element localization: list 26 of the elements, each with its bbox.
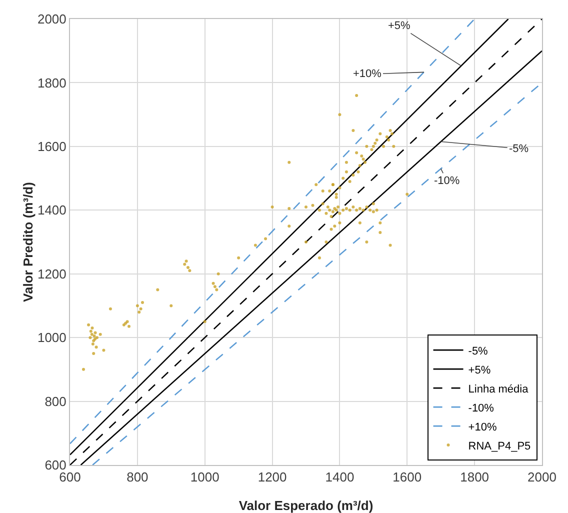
legend-label: RNA_P4_P5 [468, 440, 531, 452]
annotation: -10% [434, 175, 460, 187]
annotation: -5% [509, 143, 529, 155]
annotation: +10% [353, 68, 382, 80]
x-tick-label: 1000 [190, 470, 220, 485]
y-tick-label: 800 [44, 394, 66, 409]
y-tick-label: 1800 [37, 75, 66, 90]
x-tick-label: 1400 [325, 470, 354, 485]
y-tick-label: 2000 [37, 12, 66, 27]
x-tick-label: 1200 [258, 470, 287, 485]
x-tick-label: 1600 [392, 470, 422, 485]
x-tick-label: 800 [126, 470, 148, 485]
y-tick-label: 1200 [37, 266, 66, 282]
legend-label: Linha média [468, 383, 530, 396]
y-tick-label: 1600 [37, 138, 66, 154]
x-axis-title: Valor Esperado (m³/d) [238, 498, 374, 513]
legend-label: -10% [468, 402, 494, 414]
legend-label: -5% [468, 345, 488, 358]
x-tick-label: 2000 [528, 470, 556, 485]
y-tick-label: 1000 [37, 330, 66, 346]
legend-label: +10% [468, 421, 497, 434]
legend-label: +5% [468, 364, 491, 376]
y-axis-title: Valor Predito (m³/d) [20, 182, 36, 302]
annotation: +5% [388, 20, 411, 32]
y-tick-label: 1400 [37, 202, 66, 218]
x-tick-label: 1800 [460, 470, 490, 485]
